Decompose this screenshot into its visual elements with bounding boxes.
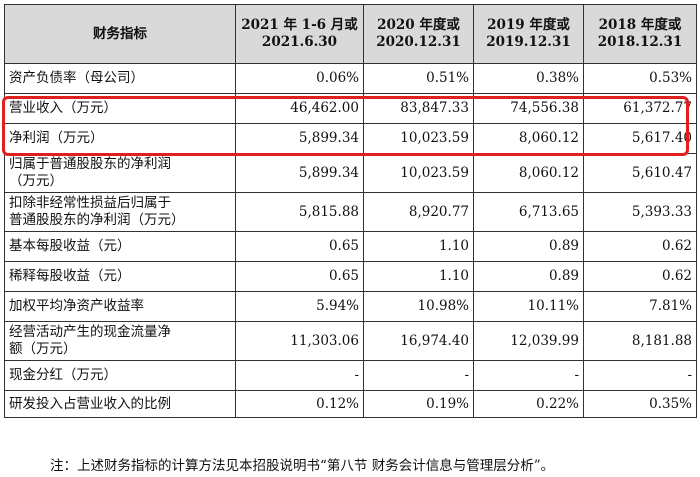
row-label: 研发投入占营业收入的比例 [4,390,236,418]
cell-value: 5,393.33 [583,192,697,232]
header-indicator: 财务指标 [4,4,236,64]
cell-value: 46,462.00 [235,93,364,124]
header-line: 财务指标 [93,25,147,42]
table-row: 加权平均净资产收益率 5.94% 10.98% 10.11% 7.81% [4,291,697,322]
header-line: 2019 年度或 [487,17,570,33]
cell-value: - [473,360,584,391]
cell-value: 7.81% [583,291,697,322]
header-line: 2021.6.30 [261,34,338,50]
row-label: 资产负债率（母公司） [4,63,236,94]
row-label-line: （万元） [9,173,63,189]
header-line: 2020.12.31 [376,34,461,50]
row-label-line: 额（万元） [9,341,77,357]
table-row: 稀释每股收益（元） 0.65 1.10 0.89 0.62 [4,261,697,292]
cell-value: 0.62 [583,261,697,292]
row-label-line: 经营活动产生的现金流量净 [9,324,171,340]
header-period-1: 2021 年 1-6 月或 2021.6.30 [235,4,364,64]
table-row: 营业收入（万元） 46,462.00 83,847.33 74,556.38 61,37… [4,93,697,124]
row-label-line: 现金分红（万元） [9,367,117,383]
cell-value: 0.51% [363,63,474,94]
cell-value: 8,060.12 [473,123,584,154]
cell-value: 0.35% [583,390,697,418]
cell-value: 0.65 [235,231,364,262]
cell-value: 0.06% [235,63,364,94]
row-label: 净利润（万元） [4,123,236,154]
row-label: 经营活动产生的现金流量净 额（万元） [4,321,236,361]
cell-value: - [235,360,364,391]
cell-value: - [583,360,697,391]
header-line: 2018 年度或 [598,17,682,33]
header-period-3: 2019 年度或 2019.12.31 [473,4,584,64]
cell-value: 0.53% [583,63,697,94]
cell-value: 5,815.88 [235,192,364,232]
cell-value: 5.94% [235,291,364,322]
table-row: 基本每股收益（元） 0.65 1.10 0.89 0.62 [4,231,697,262]
cell-value: 10,023.59 [363,123,474,154]
cell-value: 0.89 [473,261,584,292]
cell-value: 10,023.59 [363,153,474,193]
cell-value: - [363,360,474,391]
cell-value: 0.22% [473,390,584,418]
cell-value: 8,920.77 [363,192,474,232]
table-row: 资产负债率（母公司） 0.06% 0.51% 0.38% 0.53% [4,63,697,94]
row-label-line: 普通股股东的净利润（万元） [9,212,185,228]
row-label-line: 基本每股收益（元） [9,238,131,254]
cell-value: 83,847.33 [363,93,474,124]
row-label-line: 资产负债率（母公司） [9,70,144,86]
row-label-line: 研发投入占营业收入的比例 [9,395,171,412]
cell-value: 12,039.99 [473,321,584,361]
cell-value: 0.89 [473,231,584,262]
table-row: 净利润（万元） 5,899.34 10,023.59 8,060.12 5,617.40 [4,123,697,154]
header-period-4: 2018 年度或 2018.12.31 [583,4,697,64]
header-line: 2020 年度或 [377,17,460,33]
row-label: 加权平均净资产收益率 [4,291,236,322]
cell-value: 8,181.88 [583,321,697,361]
table-row: 归属于普通股股东的净利润 （万元） 5,899.34 10,023.59 8,060.1… [4,153,697,193]
table-row: 现金分红（万元） - - - - [4,360,697,391]
table-body: 资产负债率（母公司） 0.06% 0.51% 0.38% 0.53% 营业收入（万元） 46… [4,63,697,418]
cell-value: 0.65 [235,261,364,292]
header-line: 2021 年 1-6 月或 [241,17,358,33]
cell-value: 1.10 [363,231,474,262]
row-label-line: 稀释每股收益（元） [9,268,131,284]
cell-value: 10.11% [473,291,584,322]
cell-value: 0.38% [473,63,584,94]
cell-value: 1.10 [363,261,474,292]
cell-value: 0.19% [363,390,474,418]
cell-value: 5,610.47 [583,153,697,193]
table-header: 财务指标 2021 年 1-6 月或 2021.6.30 2020 年度或 2020.1… [4,4,697,64]
cell-value: 5,899.34 [235,123,364,154]
row-label: 现金分红（万元） [4,360,236,391]
row-label-line: 扣除非经常性损益后归属于 [9,195,171,211]
row-label-line: 营业收入（万元） [9,100,117,116]
table-row: 研发投入占营业收入的比例 0.12% 0.19% 0.22% 0.35% [4,390,697,418]
row-label: 扣除非经常性损益后归属于 普通股股东的净利润（万元） [4,192,236,232]
cell-value: 0.62 [583,231,697,262]
cell-value: 0.12% [235,390,364,418]
row-label-line: 加权平均净资产收益率 [9,298,144,314]
cell-value: 16,974.40 [363,321,474,361]
row-label: 基本每股收益（元） [4,231,236,262]
cell-value: 5,899.34 [235,153,364,193]
cell-value: 6,713.65 [473,192,584,232]
financial-indicators-table: 财务指标 2021 年 1-6 月或 2021.6.30 2020 年度或 2020.1… [4,4,697,418]
row-label: 营业收入（万元） [4,93,236,124]
table-note: 注：上述财务指标的计算方法见本招股说明书“第八节 财务会计信息与管理层分析”。 [50,458,555,474]
row-label: 稀释每股收益（元） [4,261,236,292]
cell-value: 61,372.77 [583,93,697,124]
cell-value: 11,303.06 [235,321,364,361]
table-row: 扣除非经常性损益后归属于 普通股股东的净利润（万元） 5,815.88 8,920.7… [4,192,697,232]
cell-value: 10.98% [363,291,474,322]
header-row: 财务指标 2021 年 1-6 月或 2021.6.30 2020 年度或 2020.1… [4,4,697,64]
cell-value: 5,617.40 [583,123,697,154]
header-line: 2018.12.31 [597,34,683,50]
cell-value: 74,556.38 [473,93,584,124]
header-line: 2019.12.31 [486,34,571,50]
row-label: 归属于普通股股东的净利润 （万元） [4,153,236,193]
header-period-2: 2020 年度或 2020.12.31 [363,4,474,64]
cell-value: 8,060.12 [473,153,584,193]
table-row: 经营活动产生的现金流量净 额（万元） 11,303.06 16,974.40 12,03… [4,321,697,361]
row-label-line: 净利润（万元） [9,130,104,146]
row-label-line: 归属于普通股股东的净利润 [9,156,171,172]
